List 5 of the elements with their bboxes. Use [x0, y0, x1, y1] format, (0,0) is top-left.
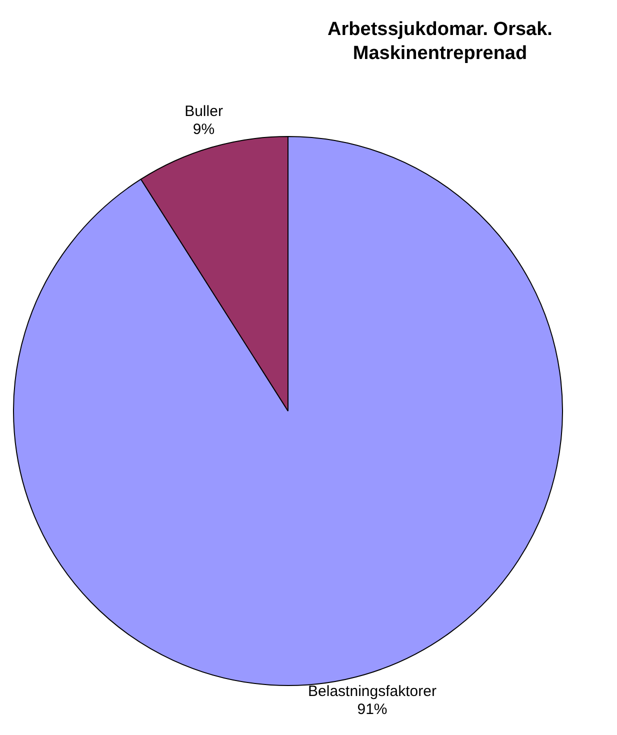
- data-label: 9%: [192, 121, 215, 138]
- chart-title: Arbetssjukdomar. Orsak. Maskinentreprenad: [326, 18, 554, 66]
- slice-label: Belastningsfaktorer: [308, 683, 436, 700]
- slice-label: Buller: [184, 103, 223, 120]
- data-label: 91%: [357, 701, 388, 718]
